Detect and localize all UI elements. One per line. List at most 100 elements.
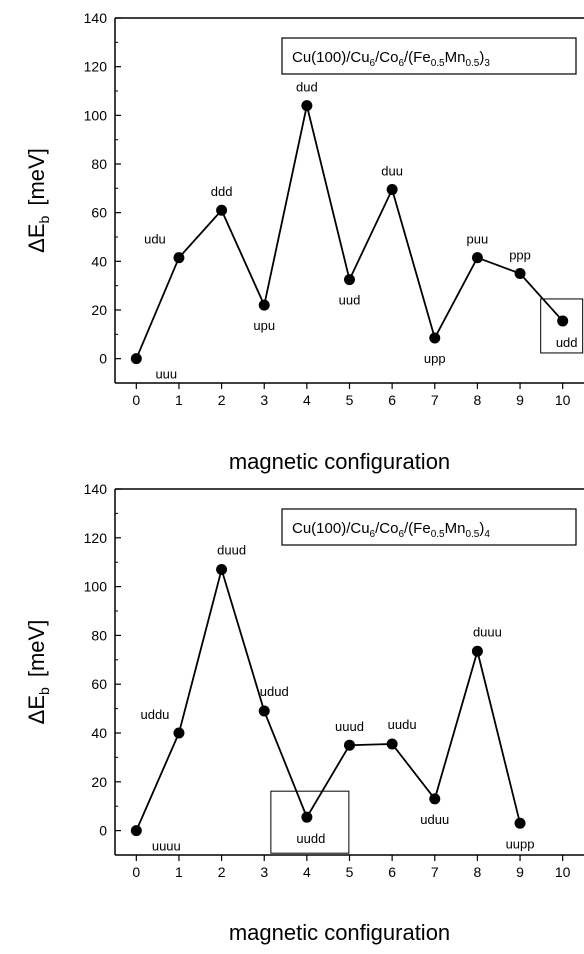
top-x-tick-label: 9 xyxy=(516,392,524,408)
bottom-x-axis-title: magnetic configuration xyxy=(229,920,450,945)
bottom-legend-subscript: 0.5 xyxy=(465,529,479,540)
bottom-x-tick-label: 8 xyxy=(474,864,482,880)
bottom-legend-box xyxy=(281,508,577,546)
bottom-x-tick-label: 1 xyxy=(175,864,183,880)
bottom-point-label: uudd xyxy=(296,831,325,846)
top-point-label: ppp xyxy=(509,248,531,263)
top-point-label: udu xyxy=(144,232,166,247)
top-y-axis-title-sub: b xyxy=(36,215,52,223)
top-point-label: uud xyxy=(339,293,361,308)
top-x-tick-label: 10 xyxy=(555,392,571,408)
top-y-tick-label: 100 xyxy=(84,107,108,123)
bottom-y-axis-title-sub: b xyxy=(36,687,52,695)
top-x-tick-label: 3 xyxy=(260,392,268,408)
top-legend-segment: ) xyxy=(479,49,484,66)
top-data-point xyxy=(130,353,142,365)
bottom-point-label: uudu xyxy=(388,717,417,732)
top-data-point xyxy=(386,184,398,196)
bottom-chart-panel: 0 20 40 60 80 100 120 140 0 1 2 3 4 5 6 7 8 9 10 magnetic c… xyxy=(24,481,584,945)
top-y-tick-label: 120 xyxy=(84,59,108,75)
top-legend-subscript: 0.5 xyxy=(465,58,479,69)
top-point-label: dud xyxy=(296,80,318,95)
bottom-point-label: duuu xyxy=(473,624,502,639)
bottom-legend-subscript: 0.5 xyxy=(431,529,445,540)
top-y-axis-title: ΔEb [meV] xyxy=(24,148,52,253)
bottom-point-label: uuuu xyxy=(152,839,181,854)
top-y-tick-label: 60 xyxy=(91,205,107,221)
top-point-label: duu xyxy=(381,164,403,179)
top-chart-panel: 0 20 40 60 80 100 120 140 0 1 2 3 4 5 6 7 8 9 10 magnetic c… xyxy=(24,10,584,474)
top-y-tick-label: 80 xyxy=(91,156,107,172)
bottom-data-point xyxy=(429,793,441,805)
top-x-tick-label: 6 xyxy=(388,392,396,408)
top-legend-box xyxy=(281,37,577,75)
bottom-y-axis-title: ΔEb [meV] xyxy=(24,620,52,725)
top-data-point xyxy=(344,274,355,286)
top-legend-subscript: 6 xyxy=(370,58,376,69)
bottom-legend-segment: Mn xyxy=(445,520,466,537)
top-y-axis-title-unit: [meV] xyxy=(24,148,49,205)
top-data-point xyxy=(557,315,569,327)
top-x-tick-label: 2 xyxy=(218,392,226,408)
top-legend-subscript: 3 xyxy=(484,58,490,69)
top-point-label: upu xyxy=(253,318,275,333)
bottom-x-tick-label: 3 xyxy=(260,864,268,880)
top-y-axis-title-main: ΔE xyxy=(24,223,49,252)
bottom-point-label: uddu xyxy=(140,707,169,722)
bottom-highlight-box xyxy=(270,790,350,854)
bottom-legend-segment: /Co xyxy=(375,520,398,537)
top-point-label: puu xyxy=(467,232,489,247)
top-y-tick-label: 40 xyxy=(91,253,107,269)
top-x-axis-title: magnetic configuration xyxy=(229,449,450,474)
bottom-y-axis-title-main: ΔE xyxy=(24,695,49,724)
top-x-tick-label: 8 xyxy=(474,392,482,408)
bottom-point-label: uuud xyxy=(335,719,364,734)
bottom-data-point xyxy=(514,817,526,829)
bottom-x-tick-label: 6 xyxy=(388,864,396,880)
bottom-legend-subscript: 6 xyxy=(370,529,376,540)
bottom-point-label: uupp xyxy=(506,836,535,851)
bottom-y-tick-label: 120 xyxy=(84,530,108,546)
top-y-tick-label: 140 xyxy=(84,10,108,26)
top-data-point xyxy=(429,332,441,344)
bottom-legend-segment: Cu(100)/Cu xyxy=(292,520,370,537)
top-x-tick-label: 5 xyxy=(346,392,354,408)
bottom-data-point xyxy=(386,738,398,750)
bottom-data-point xyxy=(258,705,270,717)
top-point-label: ddd xyxy=(211,184,233,199)
top-x-tick-label: 1 xyxy=(175,392,183,408)
bottom-y-tick-label: 100 xyxy=(84,579,108,595)
bottom-x-tick-label: 10 xyxy=(555,864,571,880)
top-series-line xyxy=(135,105,564,360)
bottom-data-point xyxy=(130,825,142,837)
top-data-point xyxy=(514,268,526,279)
bottom-point-label: duud xyxy=(217,543,246,558)
top-data-point xyxy=(216,204,228,216)
top-data-point xyxy=(301,100,313,112)
bottom-y-tick-label: 140 xyxy=(84,481,108,497)
top-x-tick-label: 0 xyxy=(132,392,140,408)
top-legend-text: Cu(100)/Cu6/Co6/(Fe0.5Mn0.5)3 xyxy=(292,49,490,69)
top-data-point xyxy=(471,252,483,264)
top-x-tick-label: 4 xyxy=(303,392,311,408)
top-data-point xyxy=(258,299,270,311)
bottom-legend-subscript: 4 xyxy=(484,529,490,540)
bottom-y-tick-label: 40 xyxy=(91,725,107,741)
top-point-label: uuu xyxy=(155,367,177,382)
bottom-x-tick-label: 7 xyxy=(431,864,439,880)
bottom-y-tick-label: 80 xyxy=(91,627,107,643)
bottom-legend-segment: ) xyxy=(479,520,484,537)
bottom-legend-subscript: 6 xyxy=(398,529,404,540)
top-point-label: upp xyxy=(424,351,446,366)
bottom-x-tick-label: 0 xyxy=(132,864,140,880)
bottom-y-tick-label: 60 xyxy=(91,676,107,692)
bottom-y-tick-label: 0 xyxy=(99,823,107,839)
bottom-data-point xyxy=(471,645,483,657)
bottom-legend-segment: /(Fe xyxy=(404,520,431,537)
top-x-tick-label: 7 xyxy=(431,392,439,408)
bottom-series-line xyxy=(135,566,521,831)
bottom-point-label: uduu xyxy=(420,812,449,827)
top-highlight-box xyxy=(540,298,584,354)
bottom-data-point xyxy=(216,564,228,576)
